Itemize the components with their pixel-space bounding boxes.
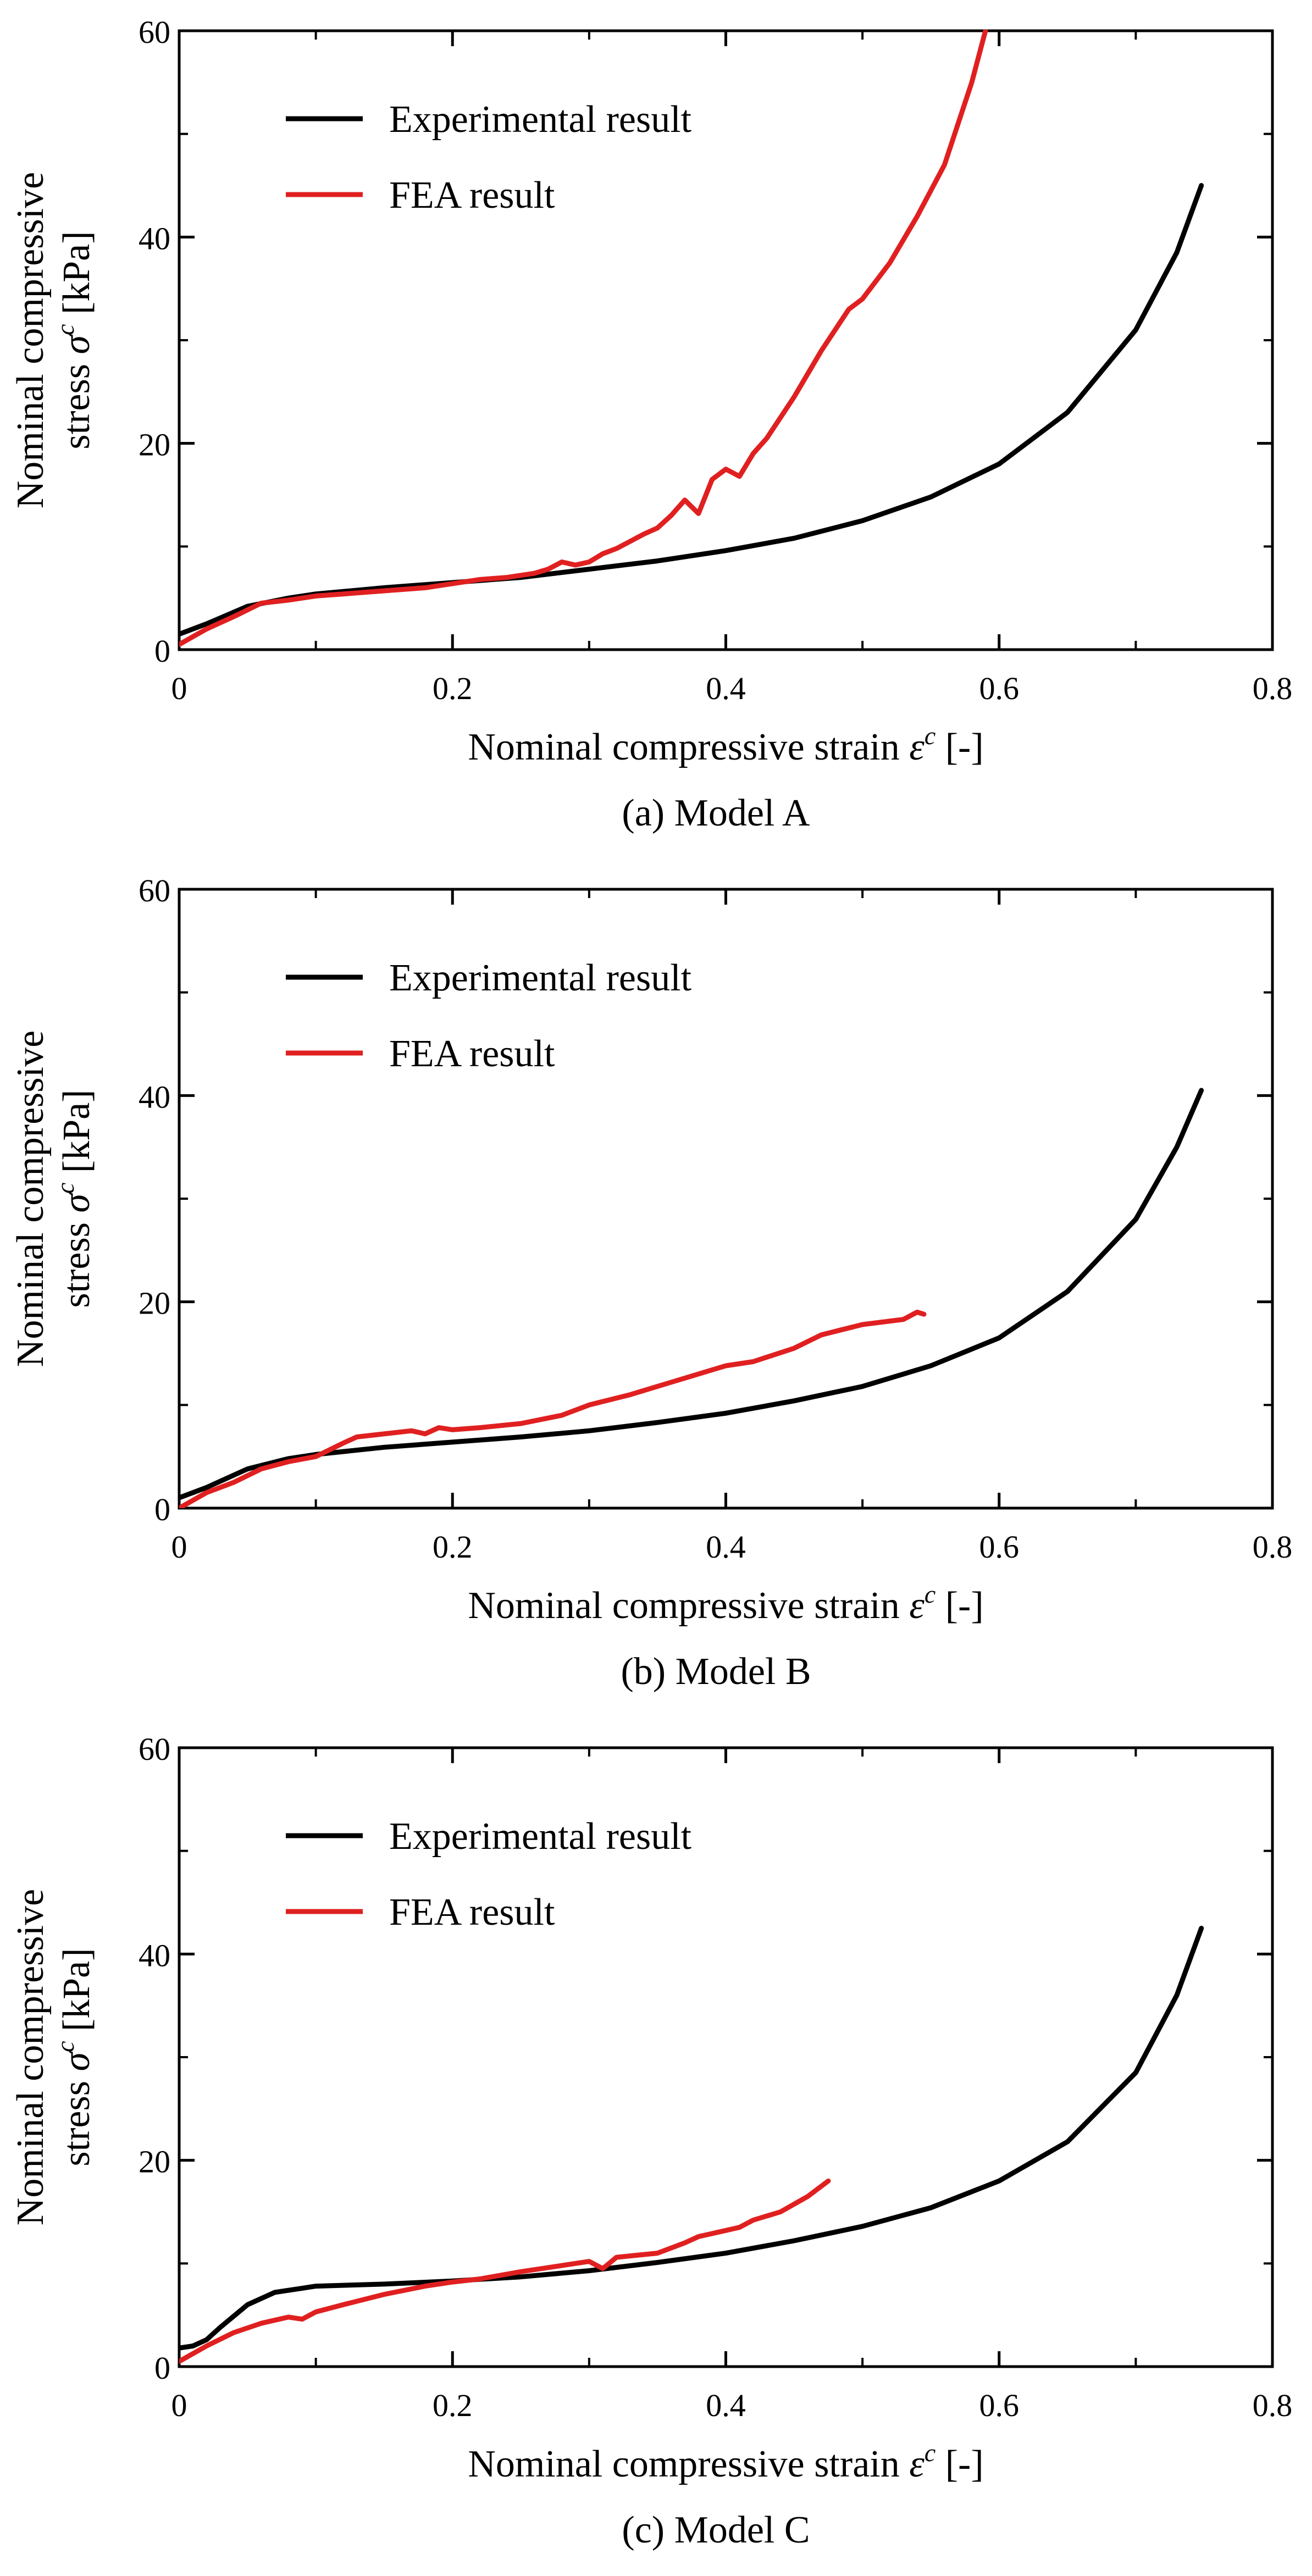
legend-label: FEA result bbox=[389, 1033, 555, 1075]
x-tick-label: 0.4 bbox=[706, 671, 746, 706]
plot-area: 0 0.2 0.4 0.6 0.8 0 20 40 60 Nominal compressive … bbox=[9, 14, 1292, 834]
y-tick-label: 40 bbox=[139, 220, 170, 256]
x-tick-label: 0.4 bbox=[706, 2387, 746, 2423]
y-axis-title-line1: Nominal compressive bbox=[9, 1889, 52, 2225]
y-tick-label: 0 bbox=[154, 2350, 170, 2386]
x-axis-title-text: Nominal compressive strain bbox=[468, 726, 909, 768]
x-axis-symbol: ε bbox=[909, 2443, 925, 2485]
y-tick-label: 0 bbox=[154, 1492, 170, 1527]
y-axis-title: Nominal compressive stress σc [kPa] bbox=[9, 1031, 98, 1367]
y-axis-unit: [kPa] bbox=[56, 231, 98, 324]
x-axis-symbol: ε bbox=[909, 726, 925, 768]
legend-label: Experimental result bbox=[389, 98, 692, 141]
x-axis-unit: [-] bbox=[935, 1585, 983, 1627]
x-tick-label: 0.6 bbox=[979, 1529, 1020, 1565]
figure-caption: (b) Model B bbox=[621, 1650, 811, 1693]
x-axis-superscript: c bbox=[925, 722, 935, 750]
y-tick-label: 40 bbox=[139, 1079, 170, 1115]
y-axis-superscript: c bbox=[51, 324, 79, 335]
y-tick-label: 20 bbox=[139, 2144, 170, 2180]
x-axis-superscript: c bbox=[925, 1580, 935, 1608]
y-tick-label: 20 bbox=[139, 1286, 170, 1321]
x-axis-title-text: Nominal compressive strain bbox=[468, 1585, 909, 1627]
chart-panel-a: 0 0.2 0.4 0.6 0.8 0 20 40 60 Nominal compressive … bbox=[0, 0, 1312, 858]
y-axis-title-line2: stress σc [kPa] bbox=[51, 231, 98, 449]
y-axis-title: Nominal compressive stress σc [kPa] bbox=[9, 1889, 98, 2225]
y-axis-symbol: σ bbox=[56, 2051, 98, 2071]
chart-panel-c: 0 0.2 0.4 0.6 0.8 0 20 40 60 Nominal compressive … bbox=[0, 1717, 1312, 2575]
series-line-fea bbox=[179, 2178, 831, 2364]
y-axis-symbol: σ bbox=[56, 1193, 98, 1213]
x-tick-label: 0.6 bbox=[979, 2387, 1020, 2423]
chart-svg-a: 0 0.2 0.4 0.6 0.8 0 20 40 60 Nominal compressive … bbox=[9, 14, 1292, 834]
chart-svg-c: 0 0.2 0.4 0.6 0.8 0 20 40 60 Nominal compressive … bbox=[9, 1731, 1292, 2551]
figure-caption: (c) Model C bbox=[622, 2509, 810, 2551]
y-axis-title-prefix: stress bbox=[56, 354, 98, 450]
y-tick-label: 60 bbox=[139, 873, 170, 908]
x-tick-label: 0.8 bbox=[1253, 671, 1293, 706]
y-axis-title-line2: stress σc [kPa] bbox=[51, 1089, 98, 1308]
x-tick-label: 0.4 bbox=[706, 1529, 746, 1565]
series-line-experimental bbox=[179, 1925, 1204, 2351]
plot-area: 0 0.2 0.4 0.6 0.8 0 20 40 60 Nominal compressive … bbox=[9, 1731, 1292, 2551]
x-tick-label: 0 bbox=[171, 1529, 187, 1565]
y-axis-title: Nominal compressive stress σc [kPa] bbox=[9, 172, 98, 508]
series-line-fea bbox=[179, 30, 988, 647]
x-tick-label: 0.2 bbox=[433, 671, 473, 706]
x-axis-title: Nominal compressive strain εc [-] bbox=[468, 2439, 983, 2485]
y-axis-symbol: σ bbox=[56, 334, 98, 354]
x-tick-label: 0 bbox=[171, 2387, 187, 2423]
x-tick-label: 0.2 bbox=[433, 1529, 473, 1565]
x-axis-symbol: ε bbox=[909, 1585, 925, 1627]
x-axis-superscript: c bbox=[925, 2439, 935, 2467]
y-axis-title-prefix: stress bbox=[56, 2071, 98, 2167]
y-axis-unit: [kPa] bbox=[56, 1089, 98, 1182]
legend-label: Experimental result bbox=[389, 957, 692, 999]
legend-label: Experimental result bbox=[389, 1815, 692, 1858]
x-tick-label: 0.6 bbox=[979, 671, 1020, 706]
chart-panel-b: 0 0.2 0.4 0.6 0.8 0 20 40 60 Nominal compressive … bbox=[0, 858, 1312, 1717]
plot-frame bbox=[178, 29, 1274, 651]
x-axis-title: Nominal compressive strain εc [-] bbox=[468, 1580, 983, 1627]
y-tick-label: 0 bbox=[154, 633, 170, 669]
y-tick-label: 20 bbox=[139, 427, 170, 463]
y-axis-title-line1: Nominal compressive bbox=[9, 172, 52, 508]
x-tick-label: 0.8 bbox=[1253, 2387, 1293, 2423]
legend-label: FEA result bbox=[389, 1891, 555, 1934]
x-axis-title: Nominal compressive strain εc [-] bbox=[468, 722, 983, 768]
x-axis-title-text: Nominal compressive strain bbox=[468, 2443, 909, 2485]
series-line-experimental bbox=[179, 183, 1204, 637]
y-tick-label: 60 bbox=[139, 14, 170, 50]
y-axis-title-line1: Nominal compressive bbox=[9, 1031, 52, 1367]
chart-svg-b: 0 0.2 0.4 0.6 0.8 0 20 40 60 Nominal compressive … bbox=[9, 873, 1292, 1693]
series-line-fea bbox=[179, 1309, 927, 1508]
figure-caption: (a) Model A bbox=[622, 792, 810, 834]
y-axis-superscript: c bbox=[51, 1183, 79, 1194]
y-axis-superscript: c bbox=[51, 2041, 79, 2052]
legend-label: FEA result bbox=[389, 174, 555, 217]
x-axis-unit: [-] bbox=[935, 2443, 983, 2485]
x-tick-label: 0.8 bbox=[1253, 1529, 1293, 1565]
y-tick-label: 40 bbox=[139, 1937, 170, 1973]
y-tick-label: 60 bbox=[139, 1731, 170, 1767]
plot-frame bbox=[178, 1746, 1274, 2368]
y-axis-title-prefix: stress bbox=[56, 1213, 98, 1308]
y-axis-unit: [kPa] bbox=[56, 1948, 98, 2041]
x-tick-label: 0.2 bbox=[433, 2387, 473, 2423]
x-axis-unit: [-] bbox=[935, 726, 983, 768]
y-axis-title-line2: stress σc [kPa] bbox=[51, 1948, 98, 2166]
series-line-experimental bbox=[179, 1088, 1204, 1500]
plot-area: 0 0.2 0.4 0.6 0.8 0 20 40 60 Nominal compressive … bbox=[9, 873, 1292, 1693]
x-tick-label: 0 bbox=[171, 671, 187, 706]
